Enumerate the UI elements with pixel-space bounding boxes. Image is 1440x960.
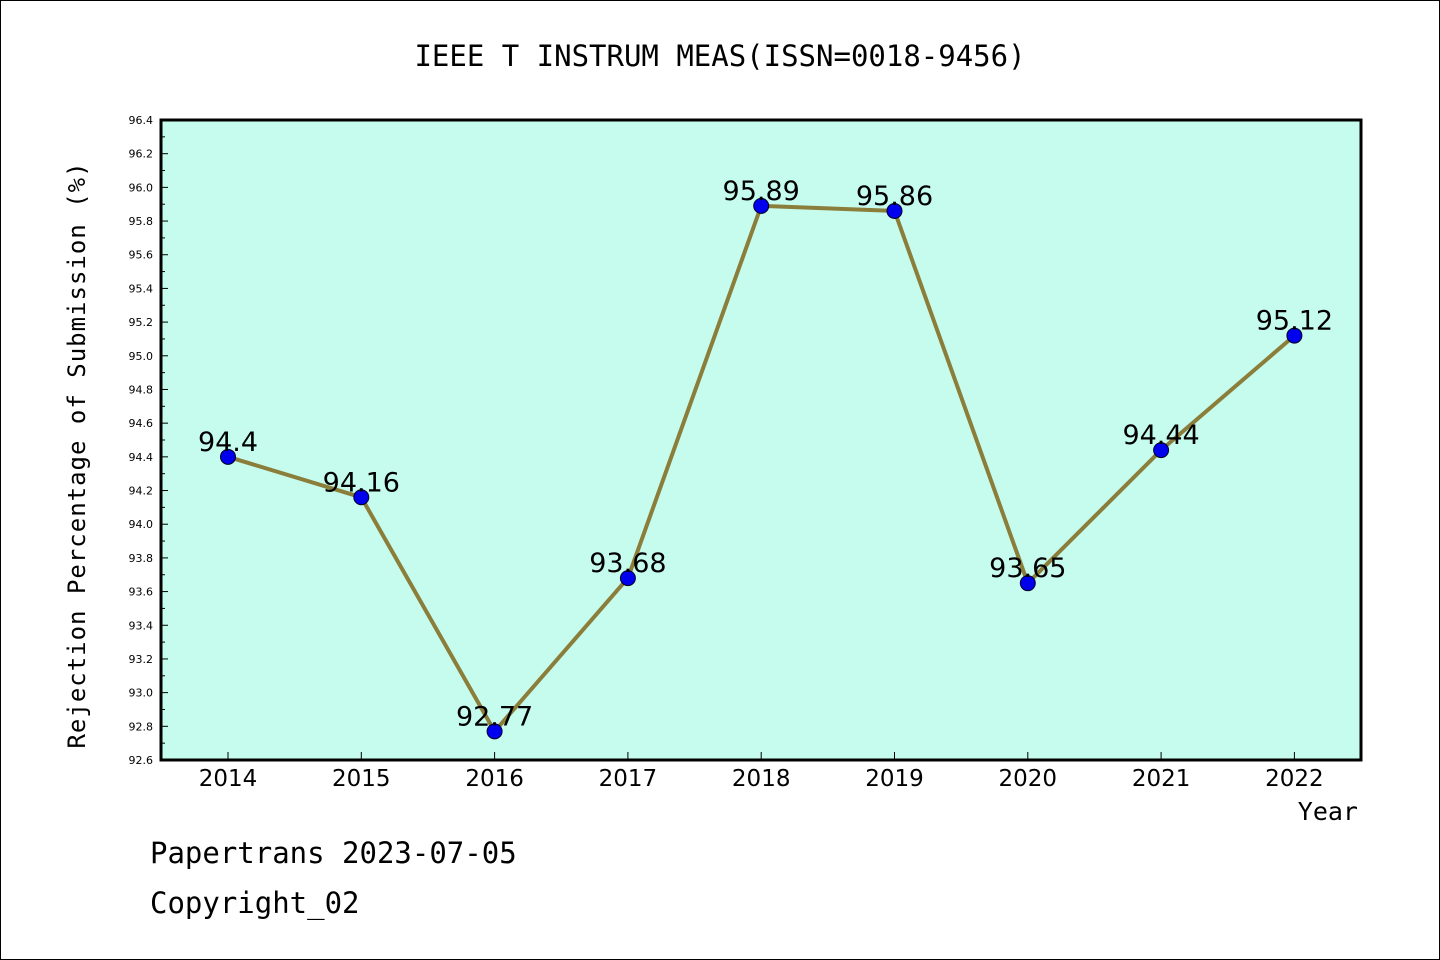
data-label: 95.12 xyxy=(1256,306,1333,337)
data-label: 93.65 xyxy=(989,553,1066,584)
data-point xyxy=(1286,327,1303,344)
y-tick-label: 94.0 xyxy=(129,518,154,531)
x-axis: 2014 2015 2016 2017 2018 2019 2020 2021 2022 xyxy=(199,752,1324,792)
data-point xyxy=(220,448,236,465)
y-tick-label: 95.6 xyxy=(129,249,154,262)
data-point xyxy=(1019,575,1036,592)
y-tick-label: 95.4 xyxy=(129,282,154,295)
plot-border xyxy=(159,118,1363,762)
y-tick-label: 95.8 xyxy=(129,215,154,228)
data-label: 94.44 xyxy=(1122,420,1199,451)
data-point xyxy=(886,202,903,219)
x-tick-label: 2017 xyxy=(599,766,658,792)
y-tick-label: 96.4 xyxy=(129,114,154,127)
y-axis-label: Rejection Percentage of Submission (%) xyxy=(63,161,91,748)
data-label: 94.4 xyxy=(198,427,258,458)
y-tick-label: 93.0 xyxy=(129,687,154,700)
data-points xyxy=(220,197,1303,740)
data-point xyxy=(1153,442,1170,459)
data-point xyxy=(753,197,770,214)
y-tick-label: 96.2 xyxy=(129,148,154,161)
x-tick-label: 2018 xyxy=(732,766,791,792)
data-label: 92.77 xyxy=(456,701,533,732)
y-tick-label: 94.8 xyxy=(129,383,154,396)
x-tick-label: 2020 xyxy=(999,766,1058,792)
data-point xyxy=(353,489,370,506)
footer-copyright: Copyright_02 xyxy=(150,886,360,920)
data-label: 95.86 xyxy=(856,181,933,212)
y-tick-label: 96.0 xyxy=(129,181,154,194)
x-tick-label: 2014 xyxy=(199,766,258,792)
x-tick-label: 2022 xyxy=(1265,766,1324,792)
y-tick-label: 93.8 xyxy=(129,552,154,565)
y-tick-label: 93.4 xyxy=(129,619,154,632)
footer-date: Papertrans 2023-07-05 xyxy=(150,836,517,870)
x-axis-label: Year xyxy=(1298,797,1358,826)
y-tick-label: 94.2 xyxy=(129,485,154,498)
chart-title: IEEE T INSTRUM MEAS(ISSN=0018-9456) xyxy=(414,39,1025,73)
data-point xyxy=(486,723,503,740)
y-tick-label: 93.2 xyxy=(129,653,154,666)
x-tick-label: 2015 xyxy=(332,766,391,792)
y-tick-label: 92.8 xyxy=(129,720,154,733)
y-axis: 92.6 92.8 93.0 93.2 93.4 93.6 93.8 94.0 94.2 94.4… xyxy=(129,114,168,767)
y-tick-label: 93.6 xyxy=(129,586,154,599)
data-labels: 94.4 94.16 92.77 93.68 95.89 95.86 93.65 94.44 9… xyxy=(198,176,1333,732)
data-point xyxy=(619,570,636,587)
data-label: 95.89 xyxy=(723,176,800,207)
y-tick-label: 94.6 xyxy=(129,417,154,430)
plot-area xyxy=(161,120,1361,760)
y-tick-label: 94.4 xyxy=(129,451,154,464)
y-tick-label: 92.6 xyxy=(129,754,154,767)
x-tick-label: 2021 xyxy=(1132,766,1191,792)
y-tick-label: 95.0 xyxy=(129,350,154,363)
data-label: 94.16 xyxy=(323,467,400,498)
y-tick-label: 95.2 xyxy=(129,316,154,329)
x-tick-label: 2019 xyxy=(865,766,924,792)
data-label: 93.68 xyxy=(589,548,666,579)
x-tick-label: 2016 xyxy=(465,766,524,792)
